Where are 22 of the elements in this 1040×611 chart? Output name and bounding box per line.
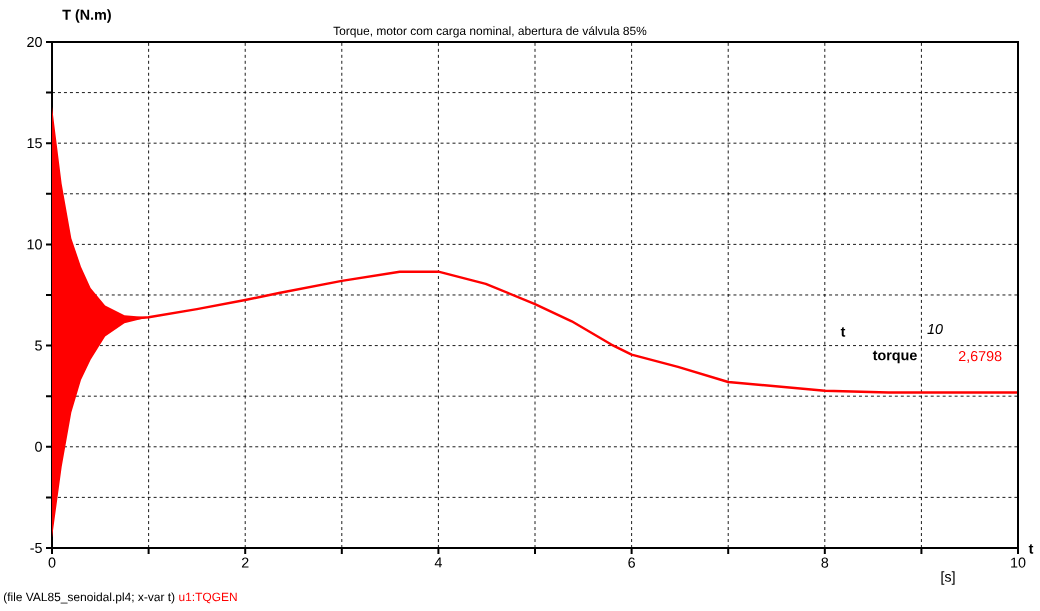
x-tick-label: 8 [821,557,829,568]
y-axis-title: T (N.m) [62,9,111,23]
x-tick-label: 10 [1011,557,1026,568]
y-tick-label: 15 [27,138,42,149]
y-tick-label: -5 [30,542,42,553]
x-tick-label: 6 [628,557,635,568]
x-tick-label: 4 [434,557,442,568]
y-tick-label: 10 [27,239,42,250]
chart-title: Torque, motor com carga nominal, abertura de válvula 85% [333,26,647,38]
text: t [1028,544,1034,554]
annotation: 10 [927,323,943,335]
y-tick-label: 0 [35,441,42,452]
y-tick-label: 20 [27,36,42,48]
annotation: torque [872,350,917,364]
text: u1:TQGEN [179,592,237,604]
x-tick-label: 2 [241,557,249,568]
annotation: 2,6798 [958,351,1002,363]
text: (file VAL85_senoidal.pl4; x-var t) [3,592,175,604]
annotation: t [840,327,846,337]
x-axis-title: [s] [941,571,955,585]
y-tick-label: 5 [35,340,42,351]
x-tick-label: 0 [48,557,56,568]
